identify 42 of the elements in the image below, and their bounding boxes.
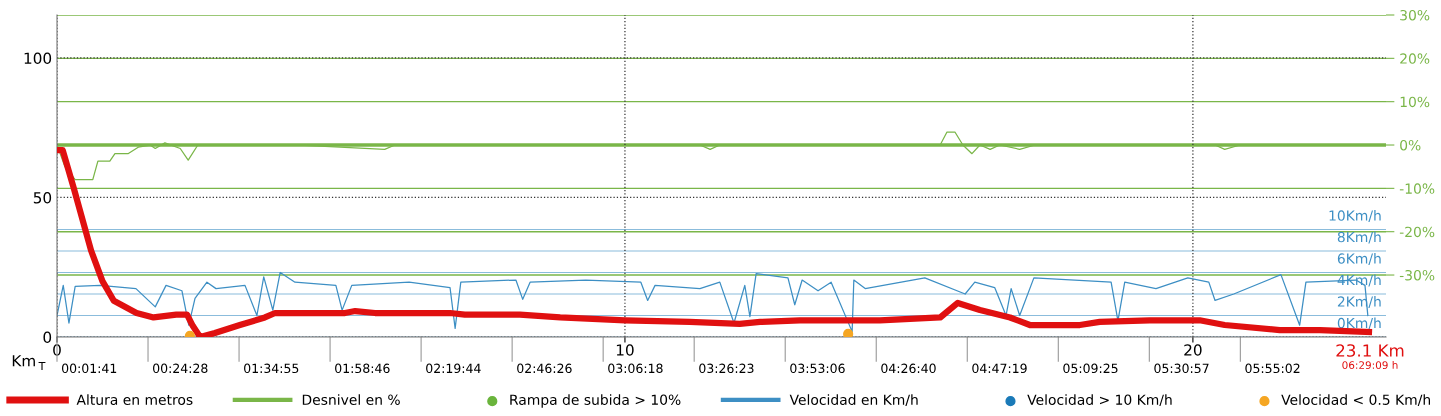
text: 05:55:02	[1245, 363, 1300, 374]
legend-label: Velocidad en Km/h	[789, 394, 918, 407]
y3-tick-label: 6Km/h	[1337, 253, 1381, 265]
y3-tick-label: 4Km/h	[1337, 274, 1381, 287]
text: 03:26:23	[699, 363, 754, 374]
legend-label: Altura en metros	[76, 394, 193, 405]
x-tick-label: 20	[1184, 344, 1202, 356]
text: 06:29:09 h	[1342, 360, 1398, 370]
legend-label: Desnivel en %	[302, 394, 400, 405]
text: 05:09:25	[1063, 363, 1118, 374]
y3-tick-label: 8Km/h	[1337, 231, 1381, 244]
y2-tick-label: 30%	[1400, 9, 1430, 21]
x-axis-title: Km	[12, 355, 35, 367]
y2-tick-label: -10%	[1399, 183, 1435, 194]
y3-tick-label: 0Km/h	[1337, 317, 1381, 330]
text: T	[38, 361, 46, 371]
text: 00:01:41	[61, 363, 117, 374]
y2-tick-label: 10%	[1400, 96, 1430, 108]
text: 04:26:40	[881, 363, 936, 374]
legend-label: Velocidad > 10 Km/h	[1027, 394, 1172, 407]
text: 05:30:57	[1154, 363, 1209, 374]
x-tick-label: 0	[53, 344, 61, 356]
y-tick-label: 50	[33, 191, 52, 204]
text: 01:58:46	[335, 363, 390, 374]
text: 04:47:19	[972, 363, 1027, 374]
legend-label: Velocidad < 0.5 Km/h	[1281, 394, 1430, 407]
text: 03:53:06	[790, 363, 845, 374]
y-tick-label: 100	[24, 52, 52, 64]
y-tick-label: 0	[43, 331, 52, 344]
text: 03:06:18	[608, 363, 663, 374]
y3-tick-label: 10Km/h	[1329, 210, 1381, 222]
legend-label: Rampa de subida > 10%	[510, 394, 681, 408]
y2-tick-label: 0%	[1400, 139, 1421, 151]
y2-tick-label: -20%	[1399, 226, 1435, 238]
text: 00:24:28	[153, 363, 208, 374]
y2-tick-label: -30%	[1399, 270, 1435, 281]
text: 01:34:55	[244, 363, 299, 374]
x-tick-label: 10	[616, 344, 634, 356]
text: 23.1 Km	[1336, 344, 1404, 357]
text: 02:46:26	[517, 363, 572, 374]
text: 02:19:44	[426, 363, 481, 374]
y2-tick-label: 20%	[1400, 53, 1430, 64]
